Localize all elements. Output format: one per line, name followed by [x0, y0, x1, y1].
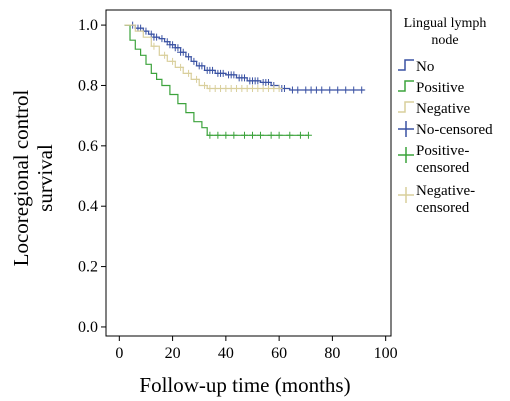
- x-axis-label: Follow-up time (months): [139, 373, 350, 397]
- censor-mark-no: [153, 33, 161, 41]
- legend-label: Positive: [416, 80, 465, 96]
- y-axis-label-line: Locoregional control: [9, 89, 33, 266]
- legend: Lingual lymph node No Positive Negative No-ce…: [398, 16, 493, 216]
- censor-mark-no: [318, 86, 326, 94]
- y-tick-label: 1.0: [78, 17, 98, 34]
- censor-mark-no: [264, 78, 272, 86]
- censor-mark-positive: [214, 131, 222, 139]
- legend-label: Negative-censored: [416, 183, 475, 216]
- legend-label: Negative: [416, 101, 470, 117]
- x-tick-label: 100: [374, 345, 398, 362]
- plot-area: [124, 21, 366, 139]
- censor-mark-no: [342, 86, 350, 94]
- x-tick-label: 40: [218, 345, 234, 362]
- censor-mark-no: [190, 57, 198, 65]
- x-tick-label: 60: [271, 345, 287, 362]
- legend-plus-icon: [398, 121, 414, 137]
- y-tick-label: 0.0: [78, 319, 98, 336]
- legend-title: Lingual lymph node: [404, 16, 487, 48]
- legend-label-line: censored: [416, 160, 470, 176]
- legend-label-line: censored: [416, 200, 470, 216]
- censor-mark-positive: [267, 131, 275, 139]
- censor-mark-positive: [304, 131, 312, 139]
- legend-label: No: [416, 59, 434, 75]
- censor-mark-no: [241, 74, 249, 82]
- censor-mark-no: [179, 48, 187, 56]
- y-tick-label: 0.8: [78, 77, 98, 94]
- censor-mark-positive: [241, 131, 249, 139]
- plot-frame: [105, 9, 392, 337]
- censor-mark-no: [185, 53, 193, 61]
- censor-mark-no: [326, 86, 334, 94]
- x-tick-label: 80: [324, 345, 340, 362]
- legend-label-line: Negative-: [416, 183, 475, 199]
- censor-mark-negative: [185, 69, 193, 77]
- legend-label-line: No-censored: [416, 122, 493, 138]
- censor-mark-positive: [248, 131, 256, 139]
- censor-mark-no: [219, 69, 227, 77]
- censor-mark-no: [198, 62, 206, 70]
- y-tick-label: 0.4: [78, 198, 98, 215]
- censor-mark-positive: [296, 131, 304, 139]
- legend-label-line: Positive: [416, 80, 465, 96]
- y-tick-label: 0.6: [78, 138, 98, 155]
- censor-mark-negative: [169, 57, 177, 65]
- censor-mark-negative: [193, 75, 201, 83]
- x-tick-label: 0: [115, 345, 123, 362]
- censor-mark-positive: [256, 131, 264, 139]
- legend-plus-icon: [398, 147, 414, 163]
- censor-mark-no: [209, 66, 217, 74]
- censor-mark-no: [334, 86, 342, 94]
- legend-line-icon: [398, 59, 414, 71]
- x-tick-label: 20: [165, 345, 181, 362]
- censor-mark-no: [358, 86, 366, 94]
- censor-mark-negative: [177, 63, 185, 71]
- censor-mark-negative: [275, 84, 283, 92]
- censor-mark-positive: [230, 131, 238, 139]
- legend-label: No-censored: [416, 122, 493, 138]
- y-axis-label: Locoregional controlsurvival: [9, 89, 57, 266]
- legend-line-icon: [398, 80, 414, 92]
- legend-title-line: node: [431, 33, 458, 48]
- legend-label-line: No: [416, 59, 434, 75]
- legend-plus-icon: [398, 187, 414, 203]
- censor-mark-no: [254, 77, 262, 85]
- censor-mark-no: [158, 35, 166, 43]
- censor-mark-no: [230, 71, 238, 79]
- censor-mark-negative: [150, 42, 158, 50]
- censor-mark-negative: [201, 81, 209, 89]
- legend-label-line: Positive-: [416, 143, 469, 159]
- censor-mark-no: [174, 44, 182, 52]
- y-tick-label: 0.2: [78, 259, 98, 276]
- legend-label: Positive-censored: [416, 143, 470, 176]
- axes: 0 20 40 60 80 100 0.0 0.2 0.4 0.6 0.8 1.0 Follow-up …: [9, 9, 398, 397]
- censor-mark-positive: [275, 131, 283, 139]
- censor-mark-no: [294, 86, 302, 94]
- legend-title-line: Lingual lymph: [404, 16, 487, 31]
- censor-mark-positive: [286, 131, 294, 139]
- censor-mark-negative: [161, 51, 169, 59]
- series-line-positive: [124, 24, 309, 136]
- censor-mark-positive: [222, 131, 230, 139]
- legend-label-line: Negative: [416, 101, 470, 117]
- legend-line-icon: [398, 101, 414, 113]
- y-axis-label-line: survival: [33, 144, 57, 212]
- censor-mark-positive: [206, 131, 214, 139]
- censor-mark-no: [137, 24, 145, 32]
- censor-mark-no: [350, 86, 358, 94]
